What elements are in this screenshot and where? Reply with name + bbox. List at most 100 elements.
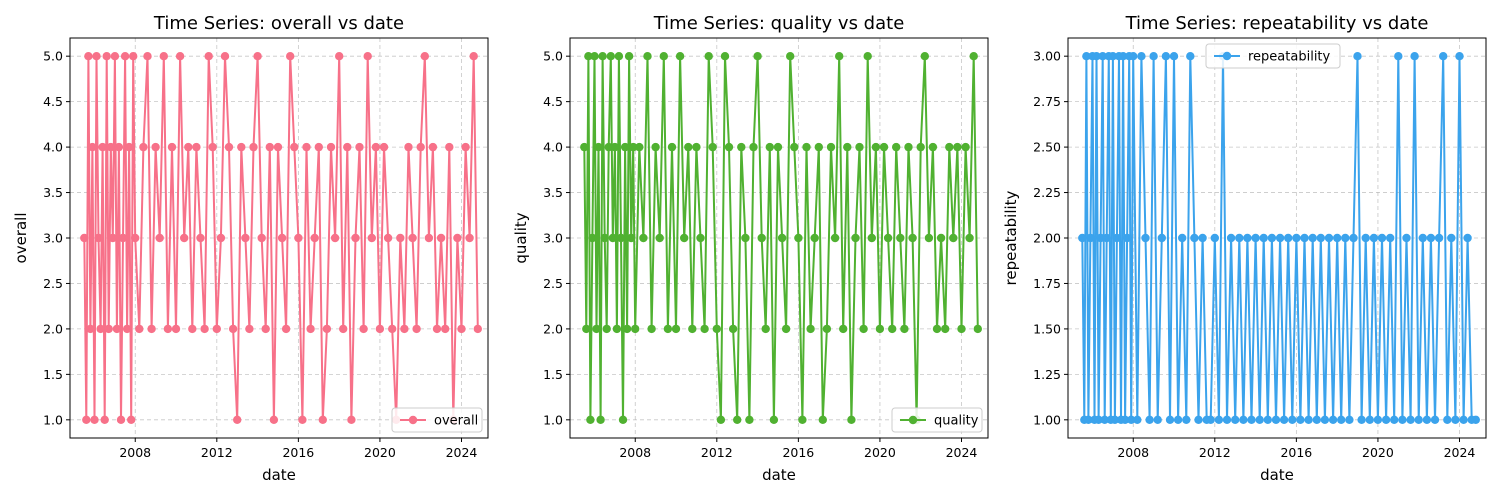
data-point	[843, 142, 852, 152]
data-point	[90, 415, 99, 424]
x-axis-label: date	[762, 466, 796, 484]
data-point	[920, 52, 929, 61]
data-point	[1328, 415, 1338, 424]
data-point	[1434, 233, 1444, 243]
data-point	[96, 324, 105, 334]
data-point	[363, 52, 372, 61]
y-tick-label: 1.00	[1033, 412, 1061, 427]
data-point	[1463, 233, 1472, 243]
data-point	[245, 324, 254, 334]
y-tick-label: 4.5	[43, 94, 63, 109]
data-point	[441, 324, 450, 334]
legend-label: overall	[434, 414, 478, 429]
x-tick-label: 2012	[201, 445, 233, 460]
data-point	[375, 324, 385, 334]
y-tick-label: 3.00	[1033, 49, 1061, 64]
data-point	[1251, 233, 1260, 243]
data-point	[590, 52, 599, 61]
data-point	[1398, 415, 1407, 424]
data-point	[1133, 415, 1142, 424]
data-point	[1373, 415, 1383, 424]
data-point	[453, 233, 462, 243]
data-point	[1161, 52, 1171, 61]
data-point	[786, 52, 795, 61]
x-tick-label: 2020	[1362, 445, 1394, 460]
data-point	[1300, 233, 1309, 243]
data-point	[408, 233, 417, 243]
data-point	[118, 233, 128, 243]
legend-box	[891, 407, 983, 433]
data-point	[82, 415, 91, 424]
data-point	[1141, 233, 1150, 243]
legend: overall	[391, 407, 483, 433]
data-point	[110, 52, 120, 61]
data-point	[188, 324, 197, 334]
data-point	[445, 142, 454, 152]
data-point	[1096, 233, 1105, 243]
data-point	[586, 415, 595, 424]
x-axis-label: date	[1260, 466, 1294, 484]
data-point	[1137, 52, 1146, 61]
data-point	[1418, 233, 1428, 243]
data-point	[1390, 415, 1399, 424]
data-point	[875, 324, 885, 334]
data-point	[892, 142, 901, 152]
data-point	[1365, 415, 1375, 424]
data-point	[724, 142, 734, 152]
y-tick-label: 5.0	[543, 49, 563, 64]
data-point	[129, 52, 138, 61]
data-point	[294, 233, 303, 243]
y-tick-label: 1.5	[543, 367, 563, 382]
data-point	[1345, 415, 1354, 424]
data-point	[1406, 415, 1415, 424]
data-point	[728, 324, 738, 334]
y-tick-label: 4.0	[543, 140, 563, 155]
data-point	[92, 52, 101, 61]
data-point	[757, 233, 766, 243]
data-point	[588, 233, 597, 243]
y-tick-label: 4.0	[43, 140, 63, 155]
data-point	[610, 142, 620, 152]
chart-3: 2008 2012 2016 2020 2024 1.00 1.25 1.50 1.75 2.00…	[1002, 13, 1487, 484]
chart-title: Time Series: repeatability vs date	[1125, 13, 1429, 34]
data-point	[339, 324, 348, 334]
data-point	[1182, 415, 1191, 424]
legend-swatch-marker	[1222, 51, 1232, 61]
data-point	[302, 142, 311, 152]
data-point	[1100, 415, 1109, 424]
data-point	[1414, 415, 1423, 424]
x-tick-label: 2016	[782, 445, 814, 460]
data-point	[257, 233, 266, 243]
data-point	[1129, 52, 1138, 61]
data-point	[428, 142, 438, 152]
data-point	[1149, 52, 1158, 61]
data-point	[112, 324, 122, 334]
data-point	[1206, 415, 1215, 424]
data-point	[773, 142, 783, 152]
data-point	[1381, 415, 1391, 424]
data-point	[233, 415, 242, 424]
data-point	[359, 324, 368, 334]
data-point	[1451, 415, 1460, 424]
legend-label: quality	[934, 414, 979, 429]
y-axis-label: overall	[12, 213, 30, 264]
data-point	[1122, 233, 1132, 243]
x-tick-label: 2008	[1117, 445, 1149, 460]
data-point	[88, 142, 97, 152]
data-point	[1231, 415, 1240, 424]
data-point	[896, 233, 905, 243]
x-axis-label: date	[262, 466, 296, 484]
data-point	[347, 415, 356, 424]
data-point	[624, 52, 634, 61]
data-point	[635, 142, 644, 152]
data-point	[614, 52, 624, 61]
data-point	[945, 142, 954, 152]
data-point	[871, 142, 881, 152]
data-point	[100, 415, 109, 424]
x-tick-label: 2024	[1444, 445, 1476, 460]
chart-title: Time Series: quality vs date	[653, 13, 905, 34]
data-point	[835, 52, 844, 61]
data-point	[322, 324, 332, 334]
data-point	[314, 142, 323, 152]
